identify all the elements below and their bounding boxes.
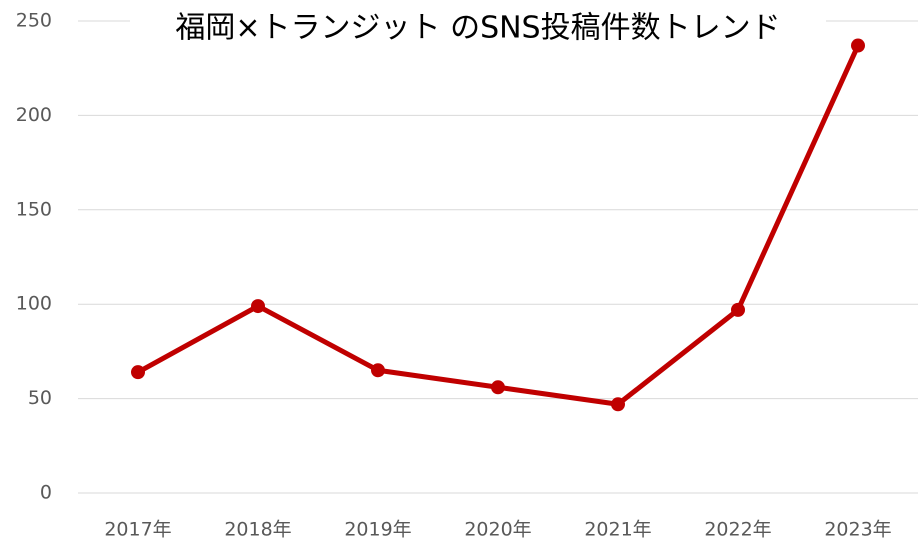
data-point (371, 363, 385, 378)
y-tick-label: 250 (16, 10, 52, 32)
title-background (130, 4, 826, 52)
y-tick-label: 50 (28, 387, 52, 409)
data-line (136, 44, 861, 407)
data-point (731, 302, 745, 317)
x-tick-label: 2022年 (704, 519, 771, 541)
y-tick-label: 200 (16, 104, 52, 126)
data-point (491, 380, 505, 395)
x-tick-label: 2023年 (824, 519, 891, 541)
x-tick-label: 2017年 (104, 519, 171, 541)
chart-title: 福岡×トランジット のSNS投稿件数トレンド (175, 11, 780, 46)
y-tick-label: 0 (40, 482, 52, 504)
plot (131, 38, 865, 412)
x-tick-label: 2020年 (464, 519, 531, 541)
grid: 0 50 100 150 200 250 2017年 2018年 2019年 2020年 2021年… (16, 10, 918, 541)
data-point (611, 397, 625, 412)
x-tick-label: 2021年 (584, 519, 651, 541)
y-tick-label: 100 (16, 293, 52, 315)
data-point (251, 299, 265, 314)
x-tick-label: 2019年 (344, 519, 411, 541)
data-point (131, 365, 145, 380)
y-tick-label: 150 (16, 198, 52, 220)
data-point (851, 38, 865, 53)
x-tick-label: 2018年 (224, 519, 291, 541)
